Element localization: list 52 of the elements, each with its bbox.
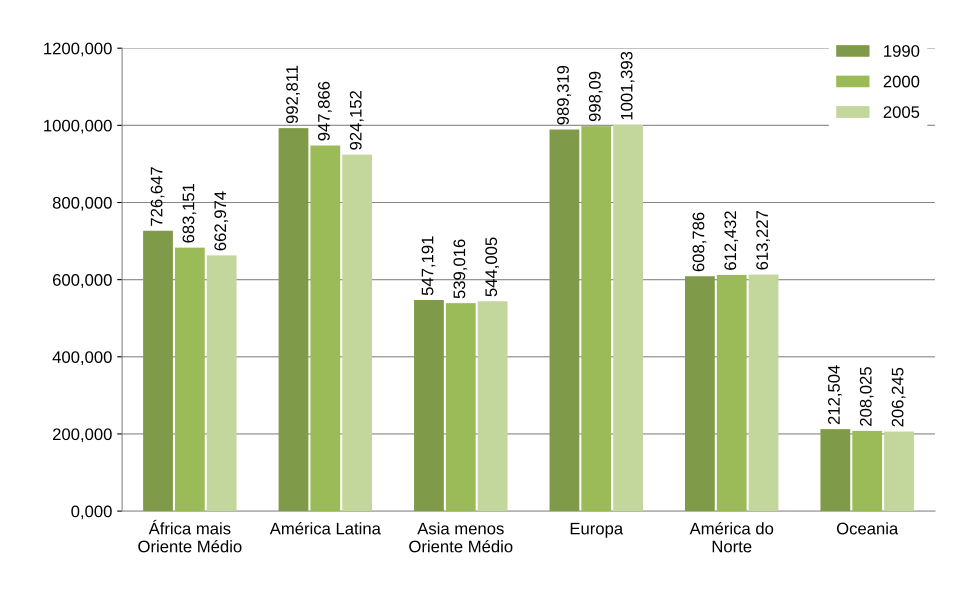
- data-label: 992,811: [286, 66, 300, 124]
- data-label: 726,647: [150, 167, 164, 226]
- x-tick-label: África mais Oriente Médio: [138, 520, 242, 552]
- bar: [613, 124, 643, 512]
- data-label: 947,866: [318, 82, 332, 141]
- y-tick-label: 400,000: [52, 351, 112, 365]
- bar: [143, 230, 173, 512]
- data-label: 683,151: [182, 184, 196, 243]
- data-label: 212,504: [828, 365, 842, 424]
- bar: [342, 154, 372, 512]
- y-tick-label: 1200,000: [44, 42, 112, 56]
- y-tick-label: 1000,000: [44, 120, 112, 134]
- x-tick-label: América do Norte: [690, 522, 774, 552]
- data-label: 612,432: [724, 211, 738, 270]
- bar: [716, 274, 747, 512]
- bar: [478, 301, 508, 512]
- x-tick-label: Asia menos Oriente Médio: [409, 522, 512, 552]
- bar: [310, 145, 340, 512]
- y-tick-label: 600,000: [52, 274, 112, 288]
- bar: [884, 432, 914, 512]
- data-label: 208,025: [860, 367, 874, 426]
- bar: [748, 274, 778, 512]
- data-label: 998,09: [588, 72, 603, 122]
- bar: [414, 300, 444, 512]
- x-tick-label: Oceania: [836, 522, 898, 534]
- y-tick-label: 800,000: [52, 196, 112, 211]
- x-tick-label: América Latina: [270, 522, 381, 534]
- bar: [820, 429, 850, 512]
- data-label: 547,191: [422, 236, 436, 296]
- legend-label: 2005: [884, 106, 920, 118]
- data-label: 613,227: [756, 210, 770, 270]
- bar: [446, 303, 476, 512]
- y-tick-label: 200,000: [52, 428, 112, 442]
- data-label: 924,152: [350, 91, 364, 150]
- bar: [581, 126, 612, 512]
- data-label: 206,245: [892, 368, 906, 427]
- bar: [684, 276, 715, 512]
- data-label: 1001,393: [620, 52, 635, 120]
- data-label: 662,974: [214, 191, 228, 250]
- y-tick-label: 0,000: [71, 506, 112, 520]
- data-label: 989,319: [557, 66, 571, 125]
- bar: [174, 248, 205, 512]
- data-label: 539,016: [453, 239, 468, 298]
- bar: [206, 255, 237, 512]
- legend-label: 1990: [884, 45, 920, 57]
- data-label: 608,786: [692, 212, 706, 272]
- data-label: 544,005: [485, 238, 500, 296]
- x-tick-label: Europa: [570, 522, 624, 538]
- bar: [852, 430, 882, 512]
- bar: [550, 129, 580, 512]
- bar: [278, 128, 308, 512]
- legend-label: 2000: [884, 76, 920, 88]
